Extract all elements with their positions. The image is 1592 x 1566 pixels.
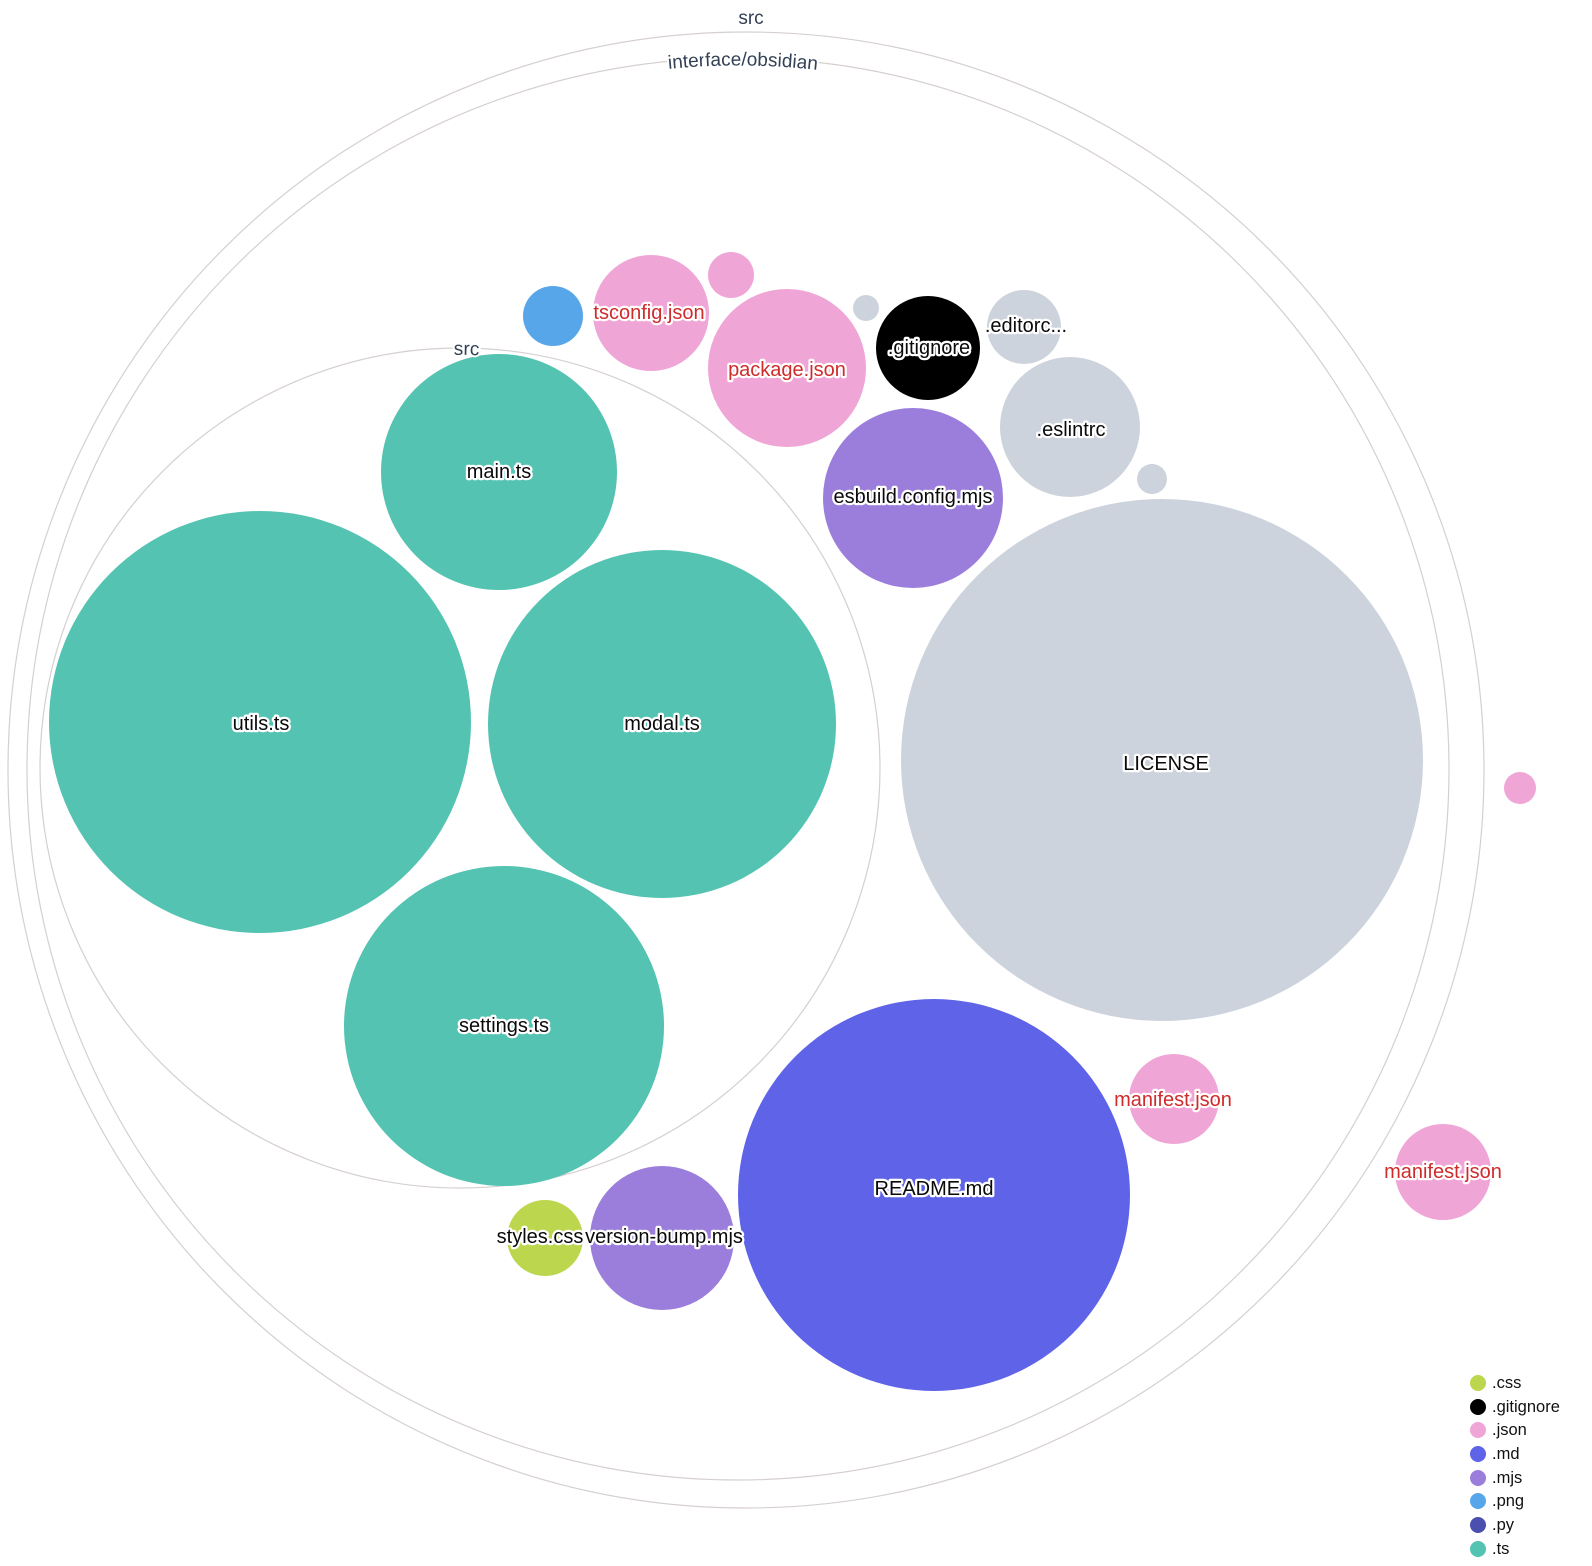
license-label: LICENSE	[1123, 753, 1209, 775]
legend-dot-gitignore	[1470, 1399, 1486, 1415]
styles-css-label: styles.css	[497, 1226, 584, 1248]
file-circle-tsconfig-json[interactable]	[593, 255, 709, 371]
editorconfig-label: .editorc...	[985, 315, 1067, 337]
legend-dot-ts	[1470, 1541, 1486, 1557]
legend-dot-mjs	[1470, 1470, 1486, 1486]
file-circle-manifest-json-outer[interactable]	[1395, 1124, 1491, 1220]
package-json-label: package.json	[728, 359, 846, 381]
manifest-json-outer-label: manifest.json	[1384, 1161, 1502, 1183]
file-labels: main.ts utils.ts modal.ts settings.ts ts…	[230, 300, 1504, 1251]
main-ts-label: main.ts	[467, 461, 531, 483]
legend-item-css: .css	[1470, 1374, 1521, 1392]
legend-item-png: .png	[1470, 1492, 1524, 1510]
legend-label-gitignore: .gitignore	[1492, 1398, 1560, 1416]
file-circle-manifest-json[interactable]	[1129, 1054, 1219, 1144]
legend-item-mjs: .mjs	[1470, 1469, 1522, 1487]
version-bump-mjs-label: version-bump.mjs	[585, 1226, 743, 1248]
outer-src-folder-label: src	[738, 8, 763, 29]
file-circle-unlabeled-2[interactable]	[1137, 464, 1167, 494]
legend-label-py: .py	[1492, 1516, 1515, 1534]
legend-dot-md	[1470, 1446, 1486, 1462]
manifest-json-label: manifest.json	[1114, 1089, 1232, 1111]
file-circle-utils-ts[interactable]	[49, 511, 471, 933]
legend-label-css: .css	[1492, 1374, 1521, 1392]
esbuild-config-mjs-label: esbuild.config.mjs	[834, 486, 993, 508]
file-circle-unlabeled-png[interactable]	[523, 286, 583, 346]
file-circle-package-json[interactable]	[708, 289, 866, 447]
eslintrc-label: .eslintrc	[1037, 419, 1106, 441]
file-circle-readme-md[interactable]	[738, 999, 1130, 1391]
modal-ts-label: modal.ts	[624, 713, 700, 735]
legend-label-png: .png	[1492, 1492, 1524, 1510]
file-circle-esbuild-config-mjs[interactable]	[823, 408, 1003, 588]
legend-label-mjs: .mjs	[1492, 1469, 1522, 1487]
legend-label-json: .json	[1492, 1421, 1527, 1439]
gitignore-label: .gitignore	[888, 337, 970, 359]
settings-ts-label: settings.ts	[459, 1015, 549, 1037]
src-folder-label: src	[454, 339, 480, 360]
legend-item-ts: .ts	[1470, 1540, 1509, 1558]
utils-ts-label: utils.ts	[233, 713, 290, 735]
legend-item-json: .json	[1470, 1421, 1527, 1439]
legend-dot-py	[1470, 1517, 1486, 1533]
readme-md-label: README.md	[875, 1178, 994, 1200]
file-circle-settings-ts[interactable]	[344, 866, 664, 1186]
file-circle-license[interactable]	[901, 499, 1423, 1021]
file-circle-main-ts[interactable]	[381, 354, 617, 590]
legend-dot-json	[1470, 1422, 1486, 1438]
legend-dot-css	[1470, 1375, 1486, 1391]
file-circle-eslintrc[interactable]	[1000, 357, 1140, 497]
file-circle-editorconfig[interactable]	[987, 290, 1061, 364]
legend-item-md: .md	[1470, 1445, 1520, 1463]
legend-item-gitignore: .gitignore	[1470, 1398, 1560, 1416]
file-circle-version-bump-mjs[interactable]	[590, 1166, 734, 1310]
legend-label-ts: .ts	[1492, 1540, 1509, 1558]
file-circle-unlabeled-1[interactable]	[853, 295, 879, 321]
file-circle-styles-css[interactable]	[507, 1200, 583, 1276]
tsconfig-json-label: tsconfig.json	[593, 302, 704, 324]
file-circle-unlabeled-json-2[interactable]	[1504, 772, 1536, 804]
legend-dot-png	[1470, 1493, 1486, 1509]
legend-item-py: .py	[1470, 1516, 1515, 1534]
file-circle-unlabeled-json-1[interactable]	[708, 252, 754, 298]
legend: .css .gitignore .json .md .mjs .png .py	[1470, 1374, 1560, 1558]
file-circle-modal-ts[interactable]	[488, 550, 836, 898]
file-circles	[49, 252, 1536, 1391]
legend-label-md: .md	[1492, 1445, 1520, 1463]
file-circle-gitignore[interactable]	[876, 296, 980, 400]
